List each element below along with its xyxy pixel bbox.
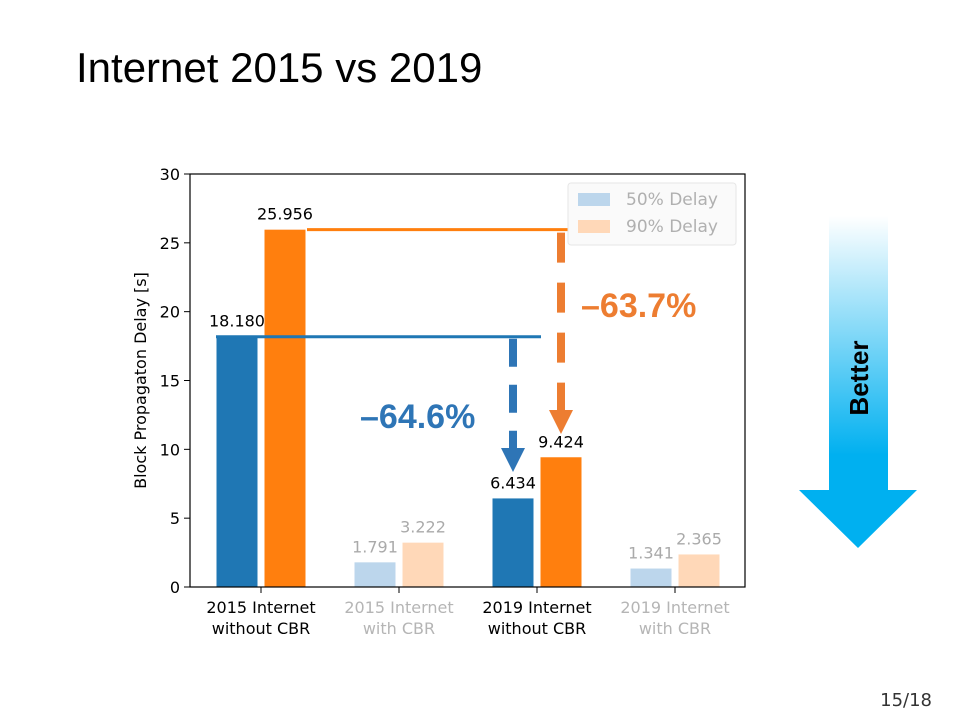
data-label: 1.791	[352, 537, 398, 556]
y-tick-label: 10	[160, 440, 180, 459]
down-arrow-icon	[799, 216, 917, 548]
bar	[678, 554, 720, 587]
y-tick-label: 5	[170, 509, 180, 528]
bar	[216, 336, 258, 587]
data-label: 2.365	[676, 529, 722, 548]
x-category-label: without CBR	[212, 619, 311, 638]
x-category-label: with CBR	[363, 619, 435, 638]
y-axis-label: Block Propagaton Delay [s]	[131, 272, 150, 489]
x-category-label: without CBR	[488, 619, 587, 638]
bar	[630, 568, 672, 587]
data-label: 18.180	[209, 312, 265, 331]
data-label: 1.341	[628, 544, 674, 563]
bar	[540, 457, 582, 587]
legend: 50% Delay 90% Delay	[567, 182, 737, 246]
data-label: 25.956	[257, 205, 313, 224]
arrow-head-icon	[549, 410, 573, 434]
y-tick-label: 25	[160, 234, 180, 253]
page-number: 15/18	[880, 690, 932, 711]
annotation-reduction-90: –63.7%	[581, 287, 696, 325]
y-tick-label: 20	[160, 303, 180, 322]
legend-swatch	[578, 193, 610, 206]
bars-group: 18.180 1.791 6.434 1.341 25.956 3.222 9.424 2.3…	[209, 205, 722, 587]
data-label: 9.424	[538, 432, 584, 451]
y-tick-label: 15	[160, 372, 180, 391]
annotations-group: –64.6% –63.7%	[216, 228, 696, 472]
bar	[492, 498, 534, 587]
y-tick-label: 0	[170, 578, 180, 597]
better-label: Better	[844, 340, 874, 415]
axes-group: 0 5 10 15 20 25 30 Block Propagaton Delay [s] 20…	[131, 165, 746, 638]
bar	[264, 229, 306, 587]
x-category-label: 2015 Internet	[344, 598, 453, 617]
legend-swatch	[578, 220, 610, 233]
arrow-head-icon	[501, 448, 525, 472]
slide-title: Internet 2015 vs 2019	[76, 44, 483, 91]
legend-label: 90% Delay	[626, 217, 718, 237]
bar	[354, 562, 396, 587]
bar	[402, 542, 444, 587]
annotation-reduction-50: –64.6%	[360, 398, 475, 436]
legend-label: 50% Delay	[626, 190, 718, 210]
x-category-label: 2019 Internet	[620, 598, 729, 617]
x-category-label: with CBR	[639, 619, 711, 638]
data-label: 3.222	[400, 518, 446, 537]
x-category-label: 2015 Internet	[206, 598, 315, 617]
x-category-label: 2019 Internet	[482, 598, 591, 617]
data-label: 6.434	[490, 473, 536, 492]
y-tick-label: 30	[160, 165, 180, 184]
